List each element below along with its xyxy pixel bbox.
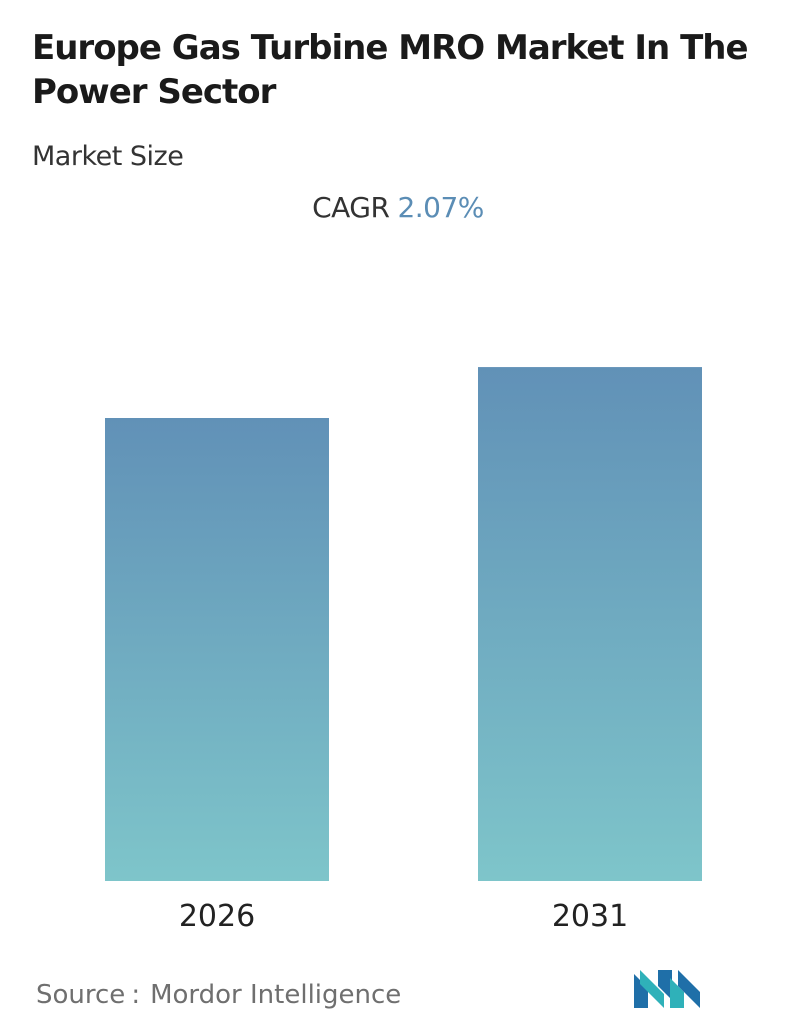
source-label: Source — [36, 980, 126, 1010]
source-name: Mordor Intelligence — [150, 980, 402, 1010]
chart-title: Europe Gas Turbine MRO Market In The Pow… — [32, 28, 749, 112]
bar-2026 — [105, 418, 329, 881]
mordor-intelligence-logo-icon — [634, 970, 700, 1008]
x-axis-tick-labels: 2026 2031 — [179, 899, 628, 934]
x-tick-label: 2026 — [179, 899, 255, 934]
cagr-value: 2.07% — [397, 191, 484, 224]
chart-subtitle: Market Size — [32, 141, 184, 172]
bars-group — [105, 367, 702, 881]
cagr-readout: CAGR 2.07% — [0, 190, 796, 226]
source-separator: : — [131, 980, 141, 1010]
source-credit: Source: Mordor Intelligence — [36, 978, 401, 1012]
cagr-label: CAGR — [312, 191, 390, 224]
bar-chart: 2026 2031 — [105, 367, 702, 934]
bar-2031 — [478, 367, 702, 881]
x-tick-label: 2031 — [552, 899, 628, 934]
